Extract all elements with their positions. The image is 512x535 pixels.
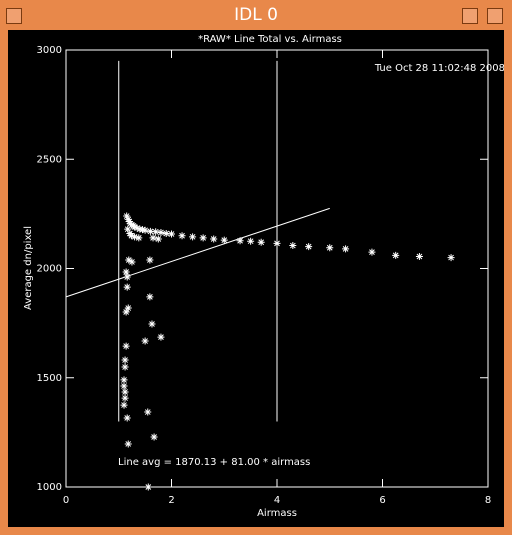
point <box>131 223 139 231</box>
x-axis-label: Airmass <box>257 508 297 519</box>
point <box>236 237 244 245</box>
point <box>120 401 128 409</box>
point <box>120 382 128 390</box>
point <box>133 224 141 232</box>
point <box>123 414 131 422</box>
point <box>125 256 133 264</box>
fit-label: Line avg = 1870.13 + 81.00 * airmass <box>118 457 310 468</box>
y-tick-label: 1000 <box>37 482 62 493</box>
point <box>342 245 350 253</box>
point <box>154 235 162 243</box>
maximize-button[interactable] <box>487 8 503 24</box>
point <box>141 337 149 345</box>
point <box>141 226 149 234</box>
point <box>122 308 130 316</box>
point <box>247 237 255 245</box>
point <box>305 243 313 251</box>
point <box>257 238 265 246</box>
point <box>121 363 129 371</box>
point <box>146 293 154 301</box>
point <box>121 388 129 396</box>
point <box>152 228 160 236</box>
x-tick-label: 4 <box>274 495 280 506</box>
point <box>210 235 218 243</box>
x-tick-label: 8 <box>485 495 491 506</box>
point <box>122 342 130 350</box>
point <box>127 232 135 240</box>
point <box>189 233 197 241</box>
point <box>157 333 165 341</box>
point <box>124 440 132 448</box>
point <box>178 232 186 240</box>
point <box>157 228 165 236</box>
point <box>392 251 400 259</box>
point <box>123 273 131 281</box>
point <box>146 227 154 235</box>
point <box>150 433 158 441</box>
point <box>148 320 156 328</box>
y-tick-label: 3000 <box>37 45 62 56</box>
point <box>120 376 128 384</box>
menu-button[interactable] <box>6 8 22 24</box>
chart: *RAW* Line Total vs. Airmass Tue Oct 28 … <box>8 30 504 527</box>
point <box>121 394 129 402</box>
window-title: IDL 0 <box>234 5 278 25</box>
point <box>144 408 152 416</box>
point <box>122 268 130 276</box>
point <box>326 244 334 252</box>
point <box>273 239 281 247</box>
point <box>124 225 132 233</box>
x-tick-label: 2 <box>168 495 174 506</box>
point <box>146 256 154 264</box>
fit-line <box>65 207 330 298</box>
title-bar: IDL 0 <box>0 0 512 30</box>
point <box>125 218 133 226</box>
point <box>162 230 170 238</box>
chart-title: *RAW* Line Total vs. Airmass <box>198 34 342 45</box>
y-tick-label: 1500 <box>37 373 62 384</box>
point <box>135 234 143 242</box>
y-tick-label: 2500 <box>37 154 62 165</box>
point <box>121 356 129 364</box>
point <box>289 242 297 250</box>
y-tick-label: 2000 <box>37 264 62 275</box>
point <box>149 234 157 242</box>
minimize-button[interactable] <box>462 8 478 24</box>
point <box>447 254 455 262</box>
point <box>138 226 146 234</box>
point <box>368 248 376 256</box>
point <box>199 234 207 242</box>
x-tick-label: 6 <box>379 495 385 506</box>
point <box>124 215 132 223</box>
point <box>124 304 132 312</box>
point <box>128 258 136 266</box>
point <box>168 230 175 238</box>
x-tick-label: 0 <box>63 495 69 506</box>
point <box>123 283 131 291</box>
point <box>415 252 423 260</box>
point <box>220 236 228 244</box>
point <box>131 233 139 241</box>
point <box>144 483 152 491</box>
point <box>123 212 131 220</box>
y-axis-label: Average dn/pixel <box>23 226 34 310</box>
timestamp: Tue Oct 28 11:02:48 2008 <box>374 63 504 74</box>
